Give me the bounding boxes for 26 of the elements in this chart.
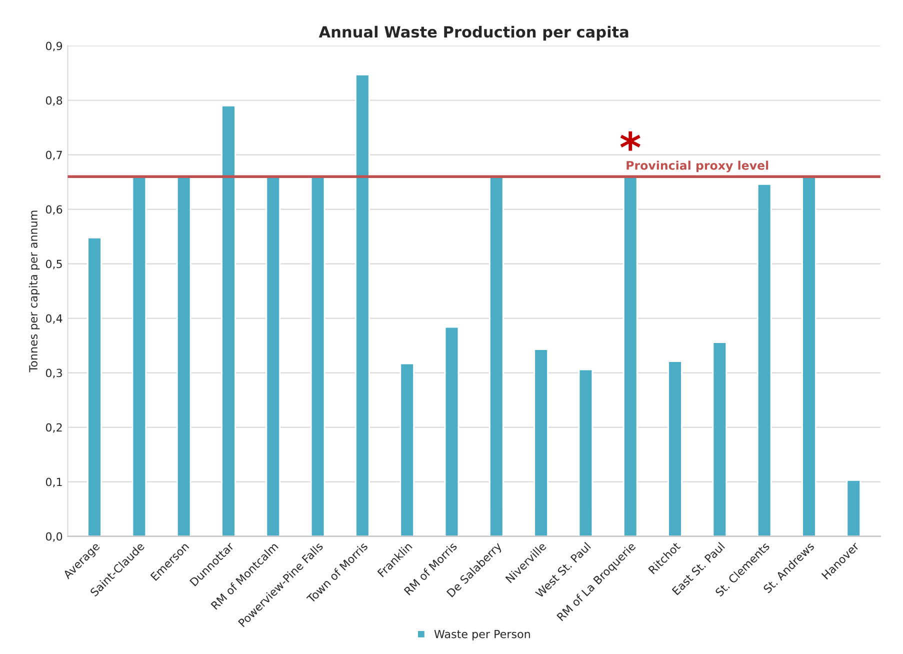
bar: [534, 348, 548, 536]
y-tick-label: 0,9: [46, 42, 62, 52]
bar: [846, 479, 862, 536]
bar: [444, 326, 460, 536]
ref-line-label: Provincial proxy level: [626, 160, 768, 172]
bar: [756, 184, 772, 536]
y-tick-label: 0,4: [46, 314, 62, 324]
y-tick-label: 0,5: [46, 260, 62, 270]
bar: [400, 362, 414, 536]
y-tick-label: 0,3: [46, 368, 62, 378]
y-tick-label: 0,0: [46, 532, 62, 542]
y-tick-label: 0,2: [46, 423, 62, 433]
annotation: *: [620, 131, 640, 151]
bar: [712, 342, 728, 536]
bar: [668, 360, 682, 536]
bar: [87, 236, 102, 536]
legend-label: Waste per Person: [434, 630, 530, 640]
y-tick-label: 0,7: [46, 150, 62, 160]
y-axis-title: Tonnes per capita per annum: [28, 210, 40, 372]
chart-title: Annual Waste Production per capita: [318, 26, 628, 41]
bar: [221, 105, 236, 536]
y-tick-label: 0,1: [46, 478, 62, 488]
y-tick-label: 0,6: [46, 205, 62, 215]
y-tick-label: 0,8: [46, 96, 62, 106]
bar: [578, 368, 594, 536]
bar: [355, 74, 370, 536]
